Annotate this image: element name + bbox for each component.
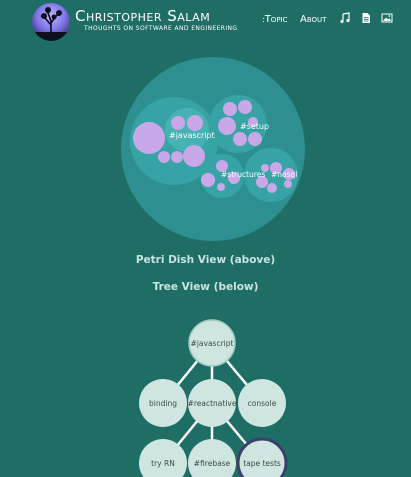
bubble-label-structures: #structures (221, 170, 265, 179)
leaf-bubble[interactable] (201, 173, 215, 187)
site-title[interactable]: Christopher Salam (75, 7, 211, 25)
leaf-bubble[interactable] (270, 162, 282, 174)
music-icon[interactable] (339, 12, 351, 24)
tree-view-caption: Tree View (below) (152, 281, 259, 293)
leaf-bubble[interactable] (171, 151, 183, 163)
leaf-bubble[interactable] (248, 117, 258, 127)
bubble-chart: #javascript #setup #structures #nosql (121, 57, 305, 241)
leaf-bubble[interactable] (284, 180, 292, 188)
leaf-bubble[interactable] (228, 172, 240, 184)
bubble-label-nosql: #nosql (271, 170, 297, 179)
leaf-bubble[interactable] (267, 183, 277, 193)
image-icon[interactable] (381, 12, 393, 24)
leaf-bubble[interactable] (158, 151, 170, 163)
site-subtitle: thoughts on software and engineering (84, 25, 238, 32)
tree-node[interactable] (188, 379, 236, 427)
leaf-bubble[interactable] (261, 164, 269, 172)
petri-dish-caption: Petri Dish View (above) (135, 254, 276, 266)
logo[interactable] (32, 3, 70, 41)
nav-topic-label: Topic (264, 14, 288, 25)
tree-label: tape tests (243, 459, 281, 468)
nosql-bubble[interactable] (244, 148, 298, 202)
tree-label-root: #javascript (191, 339, 234, 348)
tree-node-root[interactable] (188, 319, 236, 367)
leaf-bubble[interactable] (233, 132, 247, 146)
nav-topic-prefix: : (262, 15, 265, 24)
leaf-bubble[interactable] (171, 116, 185, 130)
leaf-bubble[interactable] (256, 176, 268, 188)
tree-label: try RN (151, 459, 175, 468)
tree-label: console (248, 399, 277, 408)
tree-node[interactable] (139, 439, 187, 477)
bubble-label-setup: #setup (240, 122, 269, 131)
leaf-bubble[interactable] (217, 183, 225, 191)
tree-node-selected[interactable] (236, 437, 288, 477)
tree-label: #reactnative (188, 399, 237, 408)
bubble-label-javascript: #javascript (169, 131, 215, 140)
leaf-bubble[interactable] (183, 145, 205, 167)
site-header: Christopher Salam thoughts on software a… (0, 0, 411, 44)
nav-about-link[interactable]: About (300, 14, 327, 25)
tree-node[interactable] (188, 439, 236, 477)
tree-label: binding (149, 399, 177, 408)
leaf-bubble[interactable] (283, 168, 295, 180)
leaf-bubble[interactable] (223, 102, 237, 116)
leaf-bubble[interactable] (238, 100, 252, 114)
tree-silhouette-icon (32, 7, 70, 41)
leaf-bubble[interactable] (216, 160, 228, 172)
nav-topic-link[interactable]: :Topic (262, 14, 288, 25)
document-icon[interactable] (360, 12, 372, 24)
leaf-bubble[interactable] (187, 115, 203, 131)
tree-label: #firebase (194, 459, 231, 468)
leaf-bubble[interactable] (248, 132, 262, 146)
structures-bubble[interactable] (200, 154, 244, 198)
leaf-bubble[interactable] (133, 122, 165, 154)
tree-node[interactable] (238, 379, 286, 427)
tree-node[interactable] (139, 379, 187, 427)
leaf-bubble[interactable] (218, 117, 236, 135)
